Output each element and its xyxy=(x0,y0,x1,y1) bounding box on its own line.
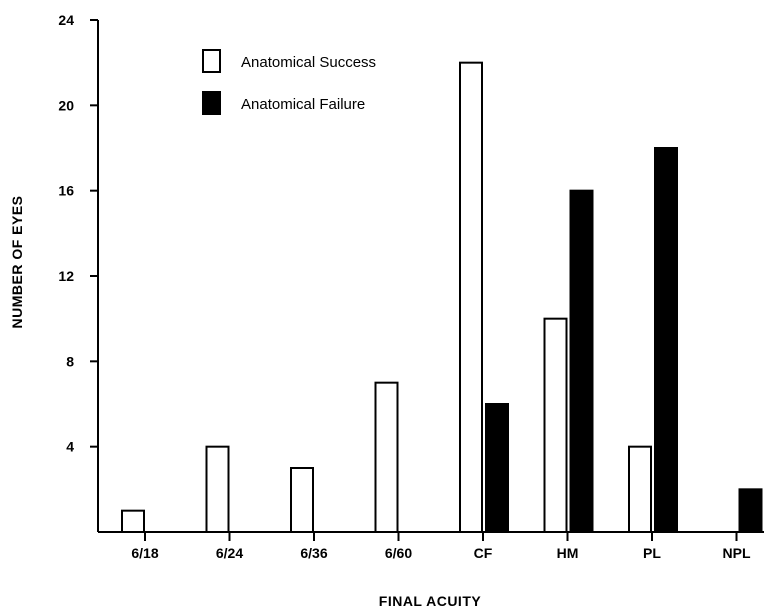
x-tick-label: HM xyxy=(557,545,579,561)
x-tick-label: 6/18 xyxy=(131,545,158,561)
x-ticks: 6/18 6/24 6/36 6/60 CF HM PL NPL xyxy=(131,532,751,561)
bar-success-4 xyxy=(459,61,483,534)
bar-success-5 xyxy=(543,317,568,533)
bar-success-0 xyxy=(121,509,145,533)
x-axis-title: FINAL ACUITY xyxy=(379,593,482,609)
x-tick-label: 6/60 xyxy=(385,545,412,561)
y-tick-label: 16 xyxy=(58,183,74,199)
bar-failure-5 xyxy=(569,189,594,534)
bar-failure-7 xyxy=(738,488,763,534)
legend-swatch-success xyxy=(202,49,221,73)
y-tick-label: 4 xyxy=(66,439,74,455)
x-tick-label: CF xyxy=(474,545,493,561)
y-ticks: 4 8 12 16 20 24 xyxy=(58,12,98,455)
bar-failure-6 xyxy=(654,147,678,533)
legend-label-success: Anatomical Success xyxy=(241,54,376,71)
y-tick-label: 8 xyxy=(66,353,74,369)
y-tick-label: 12 xyxy=(58,268,74,284)
bar-success-2 xyxy=(290,467,314,533)
x-tick-label: PL xyxy=(643,545,661,561)
bar-success-6 xyxy=(628,445,652,533)
bars xyxy=(121,61,763,534)
bar-success-3 xyxy=(374,381,399,533)
legend: Anatomical Success Anatomical Failure xyxy=(202,49,376,115)
y-tick-label: 24 xyxy=(58,12,74,28)
x-tick-label: NPL xyxy=(723,545,751,561)
y-axis-title: NUMBER OF EYES xyxy=(9,195,25,328)
legend-label-failure: Anatomical Failure xyxy=(241,96,365,113)
bar-success-1 xyxy=(205,445,230,533)
x-tick-label: 6/24 xyxy=(216,545,243,561)
x-tick-label: 6/36 xyxy=(300,545,327,561)
y-tick-label: 20 xyxy=(58,97,74,113)
legend-swatch-failure xyxy=(202,91,221,115)
bar-failure-4 xyxy=(485,403,509,533)
